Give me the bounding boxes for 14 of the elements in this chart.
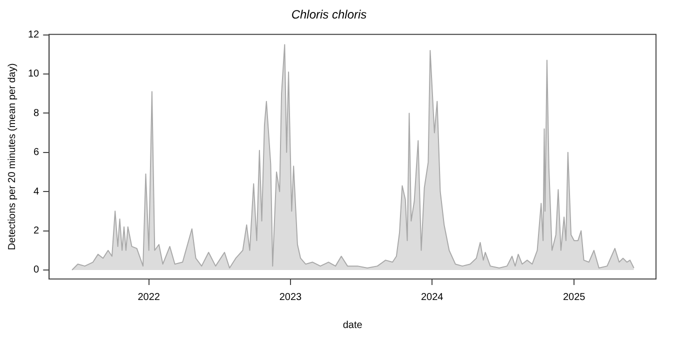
y-tick-label: 12 [28, 30, 40, 41]
y-tick-label: 0 [34, 264, 40, 276]
x-tick-label: 2023 [279, 292, 302, 303]
x-tick-label: 2025 [563, 292, 586, 303]
x-axis-title: date [342, 320, 363, 331]
y-tick-label: 10 [28, 68, 40, 80]
y-tick-label: 4 [34, 186, 40, 198]
y-tick-label: 2 [34, 226, 40, 237]
x-tick-label: 2024 [420, 292, 444, 303]
x-tick-label: 2022 [138, 292, 160, 303]
chart-title: Chloris chloris [291, 8, 367, 22]
y-axis-title: Detections per 20 minutes (mean per day) [6, 63, 18, 250]
y-tick-label: 8 [34, 108, 40, 119]
y-tick-label: 6 [34, 147, 40, 158]
